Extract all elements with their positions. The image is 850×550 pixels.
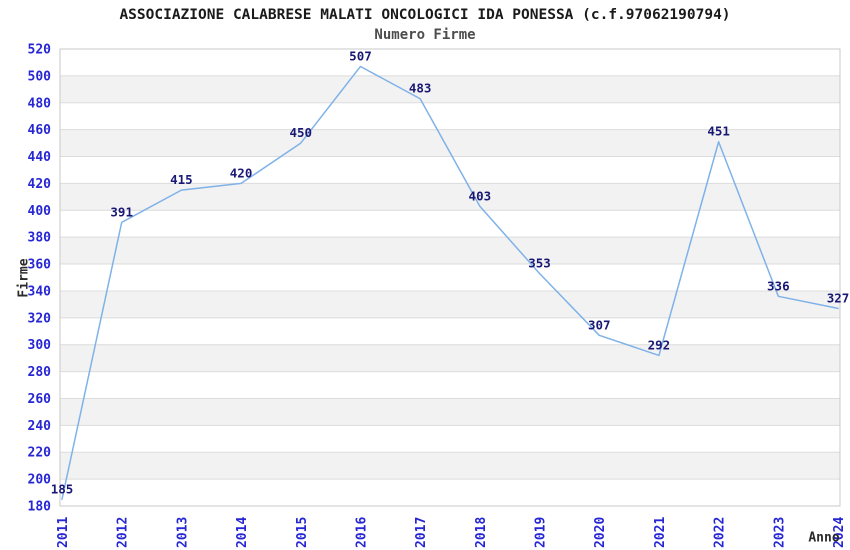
plot-band	[60, 317, 840, 345]
plot-band	[60, 344, 840, 372]
x-tick-label: 2018	[474, 517, 489, 548]
data-point-label: 391	[110, 204, 133, 219]
y-tick-label: 340	[28, 284, 52, 299]
plot-band	[60, 237, 840, 265]
y-tick-label: 420	[28, 177, 52, 192]
x-tick-label: 2024	[832, 517, 847, 548]
plot-band	[60, 102, 840, 130]
x-tick-label: 2012	[116, 517, 131, 548]
data-point-label: 420	[230, 165, 253, 180]
y-tick-label: 280	[28, 365, 52, 380]
plot-band	[60, 398, 840, 426]
y-tick-label: 500	[28, 69, 52, 84]
plot-band	[60, 425, 840, 453]
plot-band	[60, 75, 840, 103]
x-tick-label: 2013	[175, 517, 190, 548]
data-point-label: 336	[767, 278, 790, 293]
data-line	[61, 65, 839, 501]
x-tick-label: 2019	[534, 517, 549, 548]
x-tick-label: 2022	[713, 517, 728, 548]
x-axis-label: Anno	[808, 530, 840, 546]
y-tick-label: 440	[28, 150, 52, 165]
plot-band	[60, 452, 840, 480]
y-tick-label: 220	[28, 446, 52, 461]
data-point-label: 450	[289, 125, 312, 140]
data-point-label: 403	[469, 188, 492, 203]
plot-border	[59, 48, 841, 507]
data-point-label: 292	[648, 337, 671, 352]
data-point-label: 451	[707, 124, 730, 139]
chart-title: ASSOCIAZIONE CALABRESE MALATI ONCOLOGICI…	[119, 7, 731, 23]
y-tick-label: 460	[28, 123, 52, 138]
plot-band	[60, 210, 840, 238]
data-point-label: 185	[51, 481, 74, 496]
y-tick-label: 360	[28, 258, 52, 273]
chart-subtitle: Numero Firme	[374, 27, 476, 43]
plot-band	[60, 371, 840, 399]
plot-band	[60, 290, 840, 318]
x-tick-label: 2016	[354, 517, 369, 548]
y-tick-label: 180	[28, 500, 52, 515]
data-point-label: 507	[349, 48, 372, 63]
y-tick-label: 260	[28, 392, 52, 407]
y-tick-label: 240	[28, 419, 52, 434]
y-tick-label: 320	[28, 311, 52, 326]
y-tick-label: 200	[28, 473, 52, 488]
x-tick-label: 2017	[414, 517, 429, 548]
x-tick-label: 2021	[653, 517, 668, 548]
y-tick-label: 300	[28, 338, 52, 353]
data-point-label: 415	[170, 172, 193, 187]
y-tick-label: 520	[28, 43, 52, 58]
plot-band	[60, 183, 840, 211]
y-tick-label: 480	[28, 96, 52, 111]
x-tick-label: 2023	[772, 517, 787, 548]
data-point-label: 307	[588, 317, 611, 332]
plot-band	[60, 264, 840, 291]
y-axis-label: Firme	[16, 258, 32, 298]
y-tick-label: 380	[28, 231, 52, 246]
data-point-label: 353	[528, 255, 551, 270]
y-tick-label: 400	[28, 204, 52, 219]
x-tick-label: 2011	[56, 517, 71, 548]
plot-band	[60, 49, 840, 76]
x-tick-label: 2014	[235, 517, 250, 548]
data-point-label: 483	[409, 81, 432, 96]
data-point-label: 327	[827, 290, 850, 305]
x-tick-label: 2015	[295, 517, 310, 548]
x-tick-label: 2020	[593, 517, 608, 548]
plot-band	[60, 479, 840, 506]
